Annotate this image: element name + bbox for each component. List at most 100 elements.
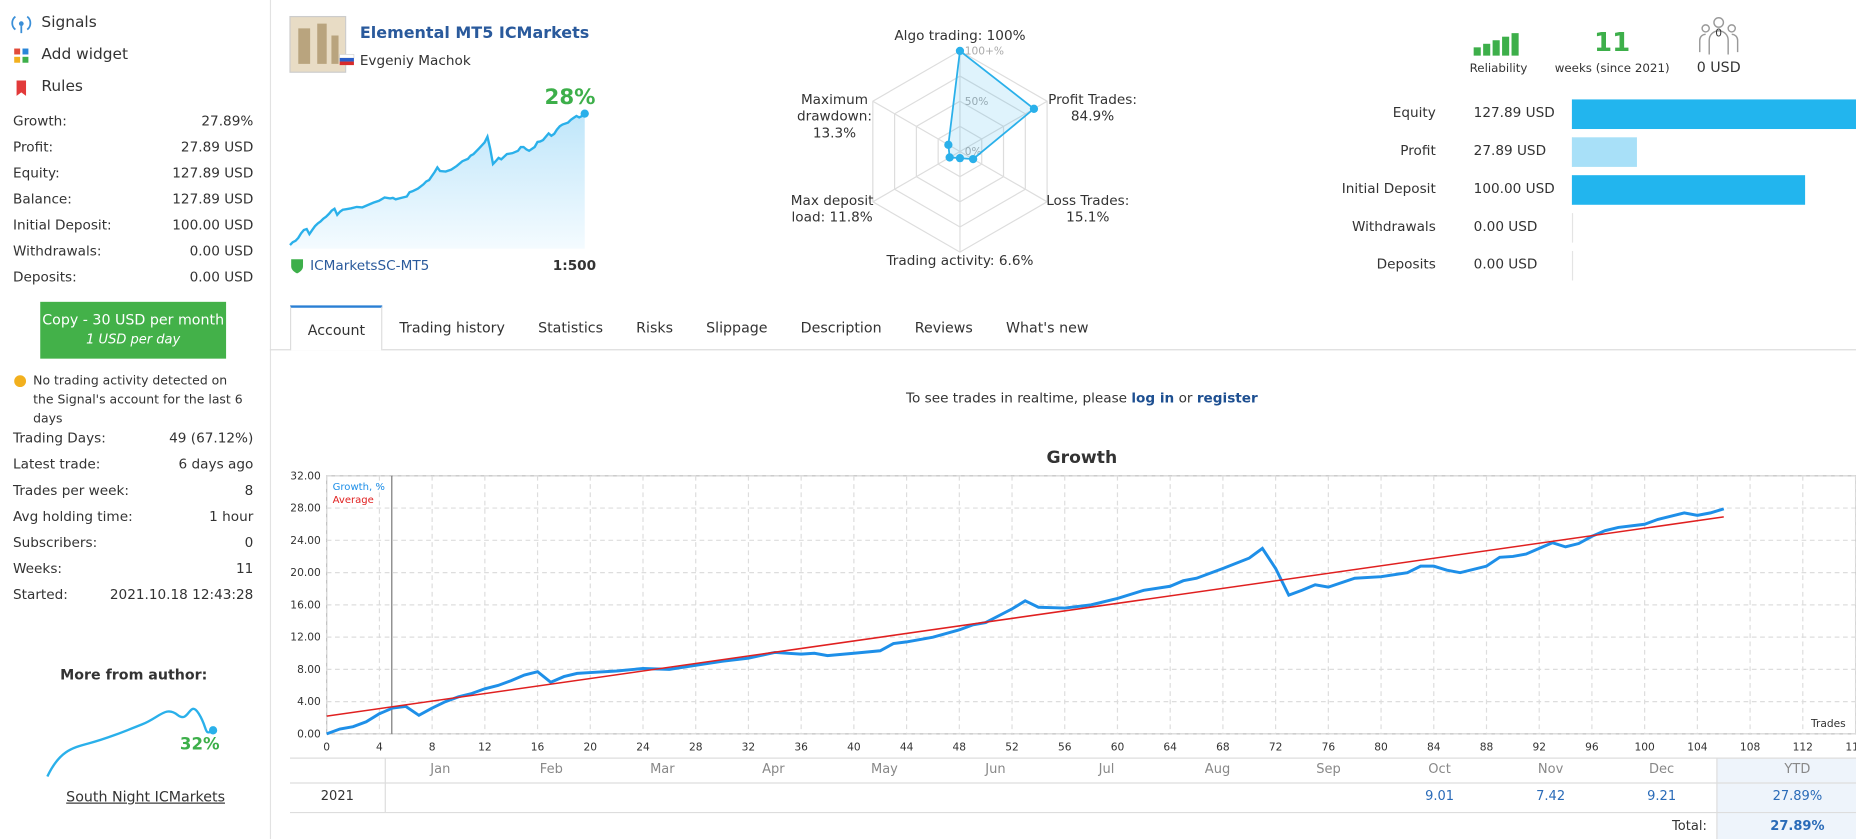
x-tick-label: 44 [900, 740, 914, 753]
broker[interactable]: ICMarketsSC-MT5 [310, 256, 430, 274]
mini-growth-line [289, 112, 586, 246]
stat-label: Equity: [13, 164, 60, 182]
radar-dot [955, 154, 965, 163]
x-tick-label: 20 [584, 740, 598, 753]
year-label: 2021 [320, 788, 354, 804]
x-tick-label: 108 [1740, 740, 1761, 753]
x-tick-label: 112 [1793, 740, 1813, 753]
y-tick-label: 8.00 [297, 663, 321, 676]
stat-row: Trades per week: 8 [13, 481, 253, 500]
stat-label: Withdrawals: [13, 242, 102, 260]
login-link[interactable]: log in [1131, 389, 1175, 406]
tab[interactable]: Reviews [914, 319, 973, 337]
copy-button-title[interactable]: Copy - 30 USD per month [42, 311, 225, 328]
month-return: 7.42 [1536, 788, 1566, 804]
y-tick-label: 16.00 [290, 598, 321, 611]
stat-value: 0.00 USD [189, 268, 254, 286]
stat-label: Balance: [13, 190, 72, 208]
rules-icon [16, 80, 27, 96]
tab[interactable]: What's new [1005, 319, 1089, 337]
stat-label: Started: [13, 585, 68, 603]
x-tick-label: 88 [1480, 740, 1494, 753]
y-tick-label: 20.00 [290, 566, 321, 579]
stat-label: Trades per week: [13, 481, 130, 499]
series-line [326, 507, 1725, 736]
stat-row: Avg holding time: 1 hour [13, 507, 253, 526]
radar-axis-name: Profit Trades: [1048, 91, 1137, 108]
tab[interactable]: Account [289, 305, 383, 351]
x-tick-label: 76 [1322, 740, 1336, 753]
x-tick-label: 48 [953, 740, 967, 753]
x-tick-label: 116 [1845, 740, 1856, 753]
copy-button-bg[interactable] [40, 301, 227, 359]
month-header: Mar [650, 761, 675, 777]
stat-label: Profit: [13, 138, 54, 156]
tab[interactable]: Slippage [706, 319, 768, 337]
tab[interactable]: Trading history [399, 319, 505, 337]
y-tick-label: 28.00 [290, 502, 321, 515]
signal-author[interactable]: Evgeniy Machok [359, 52, 471, 69]
stat-row: Latest trade: 6 days ago [13, 455, 253, 474]
radar-axis-label: Algo trading: 100% [871, 27, 1049, 44]
x-tick-label: 0 [323, 740, 330, 753]
month-return: 9.21 [1647, 788, 1677, 804]
mini-area [289, 113, 585, 249]
tab[interactable]: Risks [636, 319, 673, 337]
copy-button-subtitle[interactable]: 1 USD per day [86, 331, 181, 347]
summary-value: 0.00 USD [1473, 217, 1538, 235]
radar-axis-name: Algo trading: [894, 27, 983, 44]
summary-value: 127.89 USD [1473, 104, 1555, 121]
month-header: Dec [1649, 761, 1675, 777]
summary-label: Deposits [1376, 255, 1436, 273]
radar-axis-value: 100% [986, 27, 1026, 44]
notice-text: No trading activity detected on the Sign… [33, 374, 243, 427]
stat-value: 2021.10.18 12:43:28 [109, 585, 254, 603]
x-tick-label: 92 [1532, 740, 1546, 753]
nav-rules[interactable]: Rules [41, 78, 83, 96]
register-link[interactable]: register [1196, 389, 1258, 406]
month-header: Jan [430, 761, 451, 777]
x-tick-label: 56 [1058, 740, 1072, 753]
nav-signals[interactable]: Signals [41, 14, 97, 32]
radar-dot [968, 154, 978, 164]
radar-axis-label: Trading activity: 6.6% [859, 252, 1060, 269]
tab[interactable]: Statistics [538, 319, 604, 337]
radar-dot [1029, 104, 1039, 113]
stat-value: 6 days ago [178, 455, 254, 473]
stat-label: Initial Deposit: [13, 216, 112, 234]
subscribers-count: 0 [1715, 28, 1723, 41]
x-tick-label: 64 [1163, 740, 1177, 753]
stat-row: Trading Days: 49 (67.12%) [13, 428, 253, 447]
stat-label: Weeks: [13, 559, 62, 577]
ytd-header: YTD [1784, 761, 1811, 777]
weeks-label: weeks (since 2021) [1554, 62, 1670, 76]
x-tick-label: 68 [1216, 740, 1230, 753]
tab[interactable]: Description [800, 319, 882, 337]
stat-value: 127.89 USD [172, 190, 254, 208]
y-tick-label: 0.00 [297, 727, 321, 740]
radar-axis-value: 11.8% [829, 208, 873, 225]
ytd-column-bg [1717, 757, 1856, 839]
month-header: Jul [1098, 761, 1115, 777]
nav-add-widget[interactable]: Add widget [41, 46, 129, 64]
x-tick-label: 72 [1269, 740, 1283, 753]
month-header: Feb [539, 761, 563, 777]
stat-row: Weeks: 11 [13, 559, 253, 578]
month-header: Jun [985, 761, 1006, 777]
realtime-notice: To see trades in realtime, please log in… [270, 389, 1856, 406]
radar-axis-value: 6.6% [998, 252, 1034, 269]
x-tick-label: 60 [1111, 740, 1125, 753]
y-tick-label: 24.00 [290, 534, 321, 547]
stat-row: Started: 2021.10.18 12:43:28 [13, 585, 253, 604]
radar-axis-name: Max deposit load: [790, 191, 874, 225]
more-name[interactable]: South Night ICMarkets [66, 788, 225, 805]
realtime-text: To see trades in realtime, please [905, 389, 1128, 406]
stat-value: 8 [244, 481, 254, 499]
more-growth: 32% [179, 735, 220, 754]
ytd-value: 27.89% [1772, 788, 1823, 804]
signal-title[interactable]: Elemental MT5 ICMarkets [359, 23, 590, 43]
chart-title: Growth [1046, 448, 1118, 468]
stat-label: Avg holding time: [13, 507, 133, 525]
stat-label: Growth: [13, 112, 67, 130]
